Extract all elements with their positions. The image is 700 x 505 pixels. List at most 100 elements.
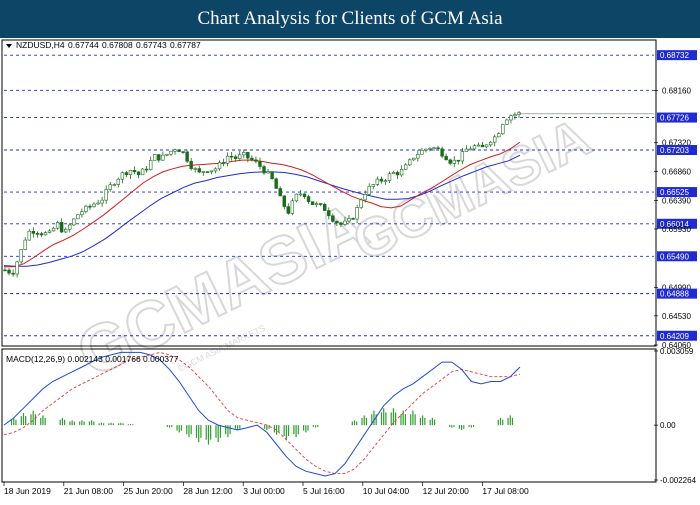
ohlc-high: 0.67808 <box>102 40 133 50</box>
candle-body <box>379 178 384 182</box>
price-tick-label: 0.66390 <box>662 196 691 205</box>
price-level-tag <box>657 50 697 61</box>
macd-histogram-bar <box>190 425 192 435</box>
candle-body <box>432 147 436 150</box>
price-tick-label: 0.66014 <box>660 220 689 229</box>
candle-body <box>440 148 444 157</box>
macd-histogram-bar <box>287 425 290 437</box>
candle-body <box>201 171 206 173</box>
macd-histogram-bar <box>431 417 433 426</box>
macd-histogram-bar <box>176 425 178 431</box>
candle-body <box>266 171 270 174</box>
ohlc-close: 0.67787 <box>170 40 201 50</box>
candle-body <box>157 154 161 161</box>
macd-histogram-bar <box>497 419 499 426</box>
candle-body <box>282 195 286 207</box>
time-tick-label: 10 Jul 04:00 <box>363 486 410 496</box>
macd-histogram-bar <box>419 417 422 426</box>
macd-histogram-bar <box>239 425 241 429</box>
macd-histogram-bar <box>81 420 83 426</box>
macd-histogram-bar <box>22 413 25 426</box>
candle-body <box>51 227 56 232</box>
candle-body <box>246 152 250 159</box>
candle-body <box>509 115 513 121</box>
price-panel-title: NZDUSD,H4 0.67744 0.67808 0.67743 0.6778… <box>6 40 201 50</box>
candle-body <box>72 218 76 226</box>
chart-area: GCMASIA GCMASIA ©GCM ASIA MARKETS 0.6873… <box>0 38 700 500</box>
time-tick-label: 28 Jun 12:00 <box>183 486 232 496</box>
macd-tick-label: 0.00 <box>660 421 676 430</box>
time-tick-label: 12 Jul 20:00 <box>423 486 470 496</box>
candle-body <box>460 151 465 162</box>
candle-body <box>132 169 137 173</box>
macd-histogram-bar <box>317 425 319 427</box>
macd-histogram-bar <box>59 419 61 426</box>
macd-histogram-bar <box>30 414 32 426</box>
time-tick-label: 5 Jul 16:00 <box>303 486 345 496</box>
candle-body <box>128 169 133 175</box>
macd-histogram-bar <box>166 425 168 427</box>
price-tick-label: 0.64060 <box>662 341 691 350</box>
candle-body <box>359 199 363 208</box>
time-axis: 18 Jun 2019 21 Jun 08:00 25 Jun 20:00 28 Ju… <box>3 482 529 496</box>
macd-histogram-bar <box>414 414 416 426</box>
macd-histogram-bar <box>110 422 112 426</box>
candle-body <box>472 145 477 150</box>
macd-histogram-bar <box>312 425 314 427</box>
candle-body <box>108 184 112 190</box>
candle-body <box>39 233 44 236</box>
price-tick-label: 0.64888 <box>660 290 689 299</box>
macd-histogram-bar <box>79 421 81 426</box>
candle-body <box>100 199 104 204</box>
candle-body <box>302 193 307 197</box>
macd-histogram-bar <box>511 417 514 426</box>
macd-histogram-bar <box>227 425 229 438</box>
candle-body <box>254 159 258 162</box>
macd-histogram-bar <box>295 425 297 438</box>
time-tick-label: 21 Jun 08:00 <box>64 486 113 496</box>
macd-histogram-bar <box>122 423 124 426</box>
candle-body <box>290 200 295 214</box>
candle-body <box>80 211 84 216</box>
macd-histogram-bar <box>373 410 375 426</box>
macd-histogram-bar <box>458 425 460 429</box>
price-level-tag <box>657 288 697 299</box>
candle-body <box>294 193 299 202</box>
candle-body <box>181 151 185 153</box>
candle-body <box>403 164 408 170</box>
candle-body <box>395 172 400 176</box>
candle-body <box>15 261 19 275</box>
candle-body <box>262 166 266 174</box>
macd-histogram-bar <box>217 425 219 443</box>
price-level-lines <box>4 54 654 337</box>
candle-body <box>68 224 72 230</box>
macd-histogram-bar <box>198 425 200 443</box>
candle-body <box>3 269 7 272</box>
candle-body <box>318 203 323 205</box>
candle-body <box>35 233 40 235</box>
macd-axis: 0.003059 0.00 -0.002264 <box>654 347 697 485</box>
macd-histogram-bar <box>127 424 129 426</box>
macd-histogram-bar <box>118 423 120 426</box>
ma-slow-line <box>3 154 521 267</box>
candle-body <box>47 230 52 233</box>
candle-body <box>363 194 367 201</box>
candle-body <box>367 186 371 195</box>
macd-histogram-bar <box>402 410 404 426</box>
macd-histogram-bar <box>305 425 307 433</box>
candle-body <box>420 149 424 155</box>
candle-body <box>92 203 96 207</box>
time-tick-label: 18 Jun 2019 <box>4 486 51 496</box>
price-level-tag <box>657 112 697 123</box>
macd-histogram-bar <box>470 425 472 428</box>
candle-body <box>88 205 92 208</box>
price-tick-label: 0.65490 <box>660 252 689 261</box>
candle-body <box>59 222 64 233</box>
macd-histogram-bar <box>71 420 73 426</box>
candle-body <box>177 149 181 152</box>
candle-body <box>408 159 412 166</box>
candle-body <box>501 123 505 135</box>
candle-body <box>355 207 359 220</box>
macd-histogram-bar <box>83 421 85 426</box>
macd-histogram-bar <box>451 425 453 428</box>
